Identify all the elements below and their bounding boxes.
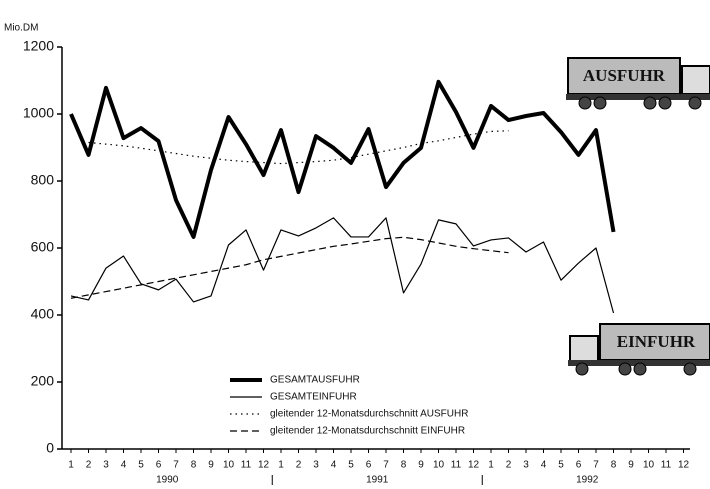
legend-label: gleitender 12-Monatsdurchschnitt AUSFUHR xyxy=(270,409,468,420)
x-tick-label: 2 xyxy=(506,460,512,471)
x-tick-label: 11 xyxy=(451,460,462,471)
x-tick-label: 12 xyxy=(468,460,480,471)
x-tick-label: 7 xyxy=(173,460,179,471)
y-tick-label: 200 xyxy=(31,373,55,389)
series-line xyxy=(70,217,615,314)
legend-label: GESAMTEINFUHR xyxy=(270,392,357,403)
x-tick-label: 10 xyxy=(223,460,235,471)
x-tick-label: 10 xyxy=(643,460,655,471)
x-tick-label: 6 xyxy=(156,460,162,471)
x-tick-label: 1 xyxy=(278,460,284,471)
series-line xyxy=(88,130,509,165)
x-tick-label: 6 xyxy=(366,460,372,471)
x-tick-label: 12 xyxy=(678,460,690,471)
x-tick-label: 7 xyxy=(383,460,389,471)
y-tick-label: 1000 xyxy=(23,105,54,121)
x-tick-label: 4 xyxy=(331,460,337,471)
x-tick-label: 8 xyxy=(401,460,407,471)
series-line xyxy=(70,236,509,299)
legend-label: GESAMTAUSFUHR xyxy=(270,375,360,386)
x-tick-label: 3 xyxy=(523,460,529,471)
year-label: 1991 xyxy=(366,475,389,486)
x-tick-label: 9 xyxy=(628,460,634,471)
x-tick-label: 3 xyxy=(313,460,319,471)
year-label: 1990 xyxy=(156,475,179,486)
x-tick-label: 9 xyxy=(418,460,424,471)
x-tick-label: 11 xyxy=(241,460,252,471)
x-tick-label: 9 xyxy=(208,460,214,471)
x-tick-label: 7 xyxy=(593,460,599,471)
x-tick-label: 10 xyxy=(433,460,445,471)
y-tick-label: 400 xyxy=(31,306,55,322)
x-tick-label: 3 xyxy=(103,460,109,471)
x-tick-label: 5 xyxy=(558,460,564,471)
x-tick-label: 11 xyxy=(661,460,672,471)
x-tick-label: 4 xyxy=(121,460,127,471)
y-tick-label: 0 xyxy=(46,440,54,456)
y-tick-label: 600 xyxy=(31,239,55,255)
truck-ausfuhr: AUSFUHR xyxy=(566,57,710,110)
x-tick-label: 4 xyxy=(541,460,547,471)
x-tick-label: 12 xyxy=(258,460,270,471)
x-tick-label: 1 xyxy=(488,460,494,471)
x-tick-label: 1 xyxy=(68,460,74,471)
truck-label: AUSFUHR xyxy=(583,66,666,85)
x-tick-label: 5 xyxy=(138,460,144,471)
legend-label: gleitender 12-Monatsdurchschnitt EINFUHR xyxy=(270,426,465,437)
x-tick-label: 2 xyxy=(296,460,302,471)
y-tick-label: 800 xyxy=(31,172,55,188)
x-tick-label: 8 xyxy=(611,460,617,471)
x-tick-label: 2 xyxy=(86,460,92,471)
series-line xyxy=(69,79,616,239)
truck-label: EINFUHR xyxy=(617,332,696,351)
x-tick-label: 6 xyxy=(576,460,582,471)
y-tick-label: 1200 xyxy=(23,38,54,54)
x-tick-label: 8 xyxy=(191,460,197,471)
x-tick-label: 5 xyxy=(348,460,354,471)
y-axis-label: Mio.DM xyxy=(4,23,38,34)
truck-einfuhr: EINFUHR xyxy=(568,323,710,376)
year-label: 1992 xyxy=(576,475,599,486)
